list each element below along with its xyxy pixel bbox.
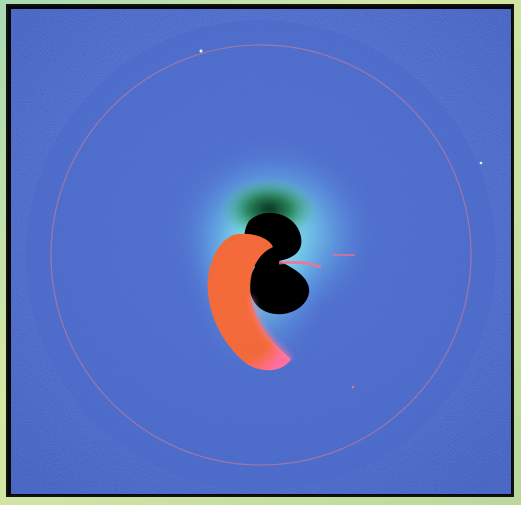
speck — [199, 49, 203, 53]
outer-ring — [50, 44, 472, 466]
orange-crescent — [207, 233, 291, 371]
image-frame — [6, 4, 514, 497]
speck — [351, 385, 355, 389]
coronagraph-scene — [11, 9, 511, 494]
red-jet — [278, 260, 322, 269]
coronagraph-svg — [11, 9, 511, 494]
crescent-pink-edge — [248, 296, 293, 361]
speck — [479, 161, 483, 165]
